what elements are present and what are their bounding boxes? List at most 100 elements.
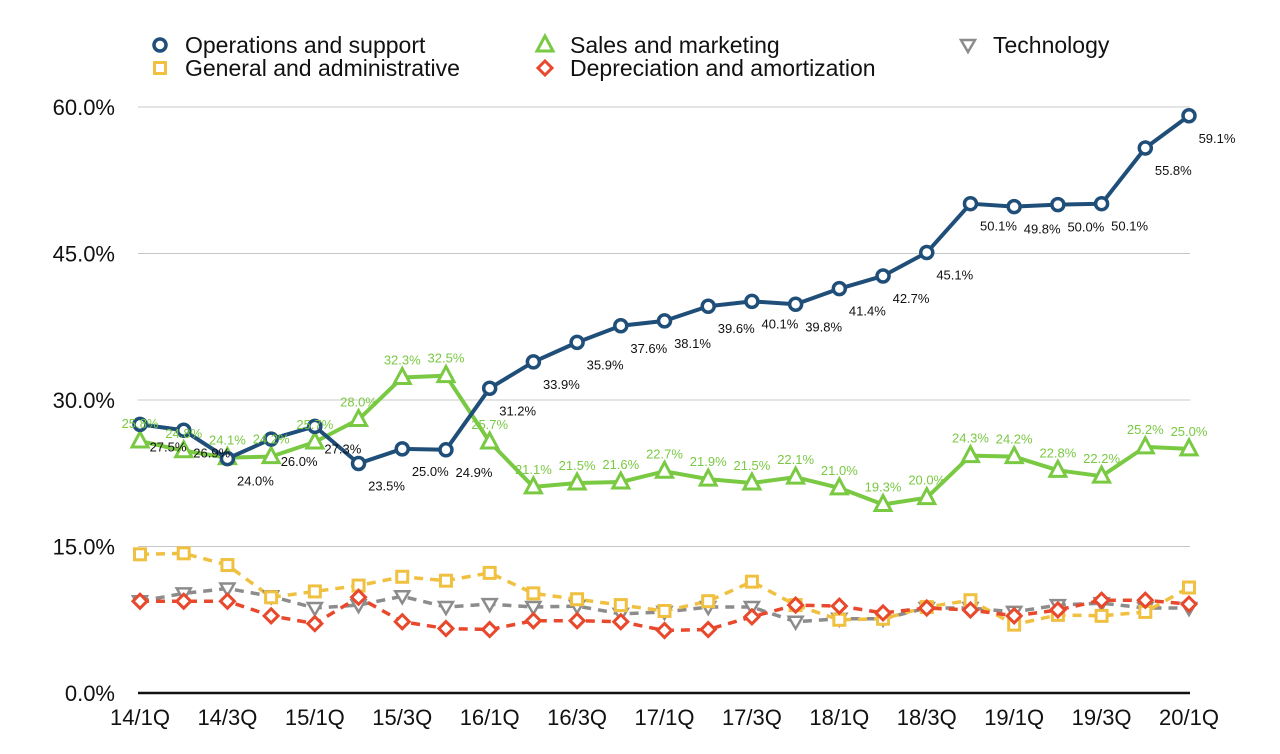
general-and-administrative-point: [220, 558, 235, 573]
operations-and-support-point: [219, 450, 236, 467]
sales-and-marketing-data-label: 21.5%: [733, 458, 770, 473]
operations-and-support-point: [175, 422, 192, 439]
operations-and-support-point: [1137, 140, 1154, 156]
depreciation-and-amortization-point: [786, 595, 805, 615]
sales-and-marketing-data-label: 24.2%: [253, 432, 290, 447]
general-and-administrative-point: [482, 565, 497, 580]
general-and-administrative-point: [526, 586, 541, 601]
technology-point: [480, 597, 499, 614]
sales-and-marketing-point: [479, 429, 501, 450]
depreciation-and-amortization-point: [873, 603, 893, 623]
sales-and-marketing-point: [1178, 436, 1200, 457]
depreciation-and-amortization-point: [830, 596, 849, 616]
legend-operations-and-support-label: Operations and support: [185, 32, 426, 58]
operations-and-support-point: [350, 455, 367, 472]
depreciation-and-amortization-point: [130, 592, 150, 611]
sales-and-marketing-point: [959, 443, 981, 464]
legend-depreciation-and-amortization-icon: [535, 58, 555, 78]
sales-and-marketing-point: [741, 470, 763, 491]
operations-and-support-data-label: 27.3%: [324, 441, 361, 456]
depreciation-and-amortization-point: [1092, 591, 1111, 610]
general-and-administrative-point: [613, 598, 628, 613]
operations-and-support-point: [613, 318, 629, 334]
sales-and-marketing-point: [654, 459, 675, 479]
technology-point: [393, 590, 412, 606]
x-tick-label: 17/1Q: [635, 705, 695, 730]
sales-and-marketing-point: [260, 444, 282, 465]
operations-and-support-data-label: 39.6%: [718, 321, 755, 336]
x-tick-label: 16/3Q: [547, 705, 607, 730]
x-tick-label: 17/3Q: [722, 705, 782, 730]
operations-and-support-data-label: 26.0%: [281, 454, 318, 469]
depreciation-and-amortization-point: [393, 612, 412, 631]
operations-and-support-data-label: 45.1%: [936, 268, 973, 283]
operations-and-support-data-label: 33.9%: [543, 377, 580, 392]
sales-and-marketing-data-label: 25.8%: [122, 416, 159, 431]
sales-and-marketing-data-label: 25.7%: [296, 417, 333, 432]
operations-and-support-data-label: 24.9%: [456, 465, 493, 480]
general-and-administrative-point: [307, 584, 322, 599]
depreciation-and-amortization-point: [1048, 600, 1067, 620]
x-tick-label: 18/1Q: [809, 705, 869, 730]
operations-and-support-point: [744, 293, 760, 310]
depreciation-and-amortization-point: [1179, 595, 1199, 614]
general-and-administrative-point: [570, 592, 585, 607]
sales-and-marketing-data-label: 20.0%: [908, 473, 945, 488]
general-and-administrative-point: [1182, 580, 1196, 595]
general-and-administrative-point: [657, 603, 672, 618]
sales-and-marketing-point: [1134, 434, 1156, 455]
operations-and-support-line: [139, 114, 1191, 466]
depreciation-and-amortization-point: [742, 607, 762, 626]
sales-and-marketing-data-label: 21.6%: [602, 457, 639, 472]
y-tick-label: 45.0%: [53, 242, 115, 267]
x-tick-label: 14/3Q: [197, 705, 257, 730]
technology-point: [305, 601, 325, 618]
depreciation-and-amortization-point: [1005, 606, 1024, 625]
sales-and-marketing-point: [348, 407, 370, 428]
depreciation-and-amortization-point: [699, 620, 718, 639]
sales-and-marketing-data-label: 21.5%: [559, 458, 596, 473]
technology-point: [786, 615, 805, 632]
y-tick-label: 15.0%: [53, 535, 115, 560]
sales-and-marketing-point: [435, 363, 457, 384]
legend-depreciation-and-amortization-label: Depreciation and amortization: [570, 55, 876, 81]
operations-and-support-data-label: 41.4%: [849, 304, 886, 319]
depreciation-and-amortization-point: [305, 614, 324, 633]
operations-and-support-point: [481, 380, 498, 397]
legend-operations-and-support-icon: [152, 37, 168, 53]
sales-and-marketing-data-label: 24.3%: [952, 431, 989, 446]
sales-and-marketing-point: [828, 475, 850, 496]
sales-and-marketing-point: [872, 492, 894, 513]
depreciation-and-amortization-point: [436, 619, 456, 638]
depreciation-and-amortization-point: [611, 612, 630, 631]
operations-and-support-data-label: 59.1%: [1199, 131, 1236, 146]
sales-and-marketing-point: [1047, 458, 1069, 478]
general-and-administrative-point: [438, 573, 453, 588]
sales-and-marketing-data-label: 25.7%: [471, 417, 508, 432]
operations-and-support-data-label: 49.8%: [1024, 222, 1061, 237]
depreciation-and-amortization-point: [262, 606, 281, 625]
depreciation-and-amortization-point: [655, 621, 674, 640]
operations-and-support-point: [132, 416, 148, 433]
sales-and-marketing-data-label: 19.3%: [865, 480, 902, 495]
x-tick-label: 16/1Q: [460, 705, 520, 730]
depreciation-and-amortization-point: [480, 620, 499, 639]
operations-and-support-data-label: 50.1%: [980, 219, 1017, 234]
x-tick-label: 15/1Q: [285, 705, 345, 730]
sales-and-marketing-data-label: 24.1%: [209, 433, 246, 448]
operations-and-support-data-label: 42.7%: [893, 291, 930, 306]
general-and-administrative-point: [395, 569, 410, 584]
x-tick-label: 20/1Q: [1159, 705, 1219, 730]
depreciation-and-amortization-point: [524, 611, 543, 630]
sales-and-marketing-data-label: 24.2%: [996, 432, 1033, 447]
operations-and-support-data-label: 25.0%: [412, 464, 449, 479]
sales-and-marketing-data-label: 21.1%: [515, 462, 552, 477]
operations-and-support-point: [962, 195, 979, 212]
sales-and-marketing-data-label: 32.5%: [428, 351, 465, 366]
sales-and-marketing-point: [391, 365, 413, 386]
operations-and-support-data-label: 23.5%: [368, 478, 405, 493]
sales-and-marketing-data-label: 22.7%: [646, 446, 683, 461]
sales-and-marketing-point: [610, 469, 632, 490]
legend-technology-icon: [958, 38, 978, 55]
